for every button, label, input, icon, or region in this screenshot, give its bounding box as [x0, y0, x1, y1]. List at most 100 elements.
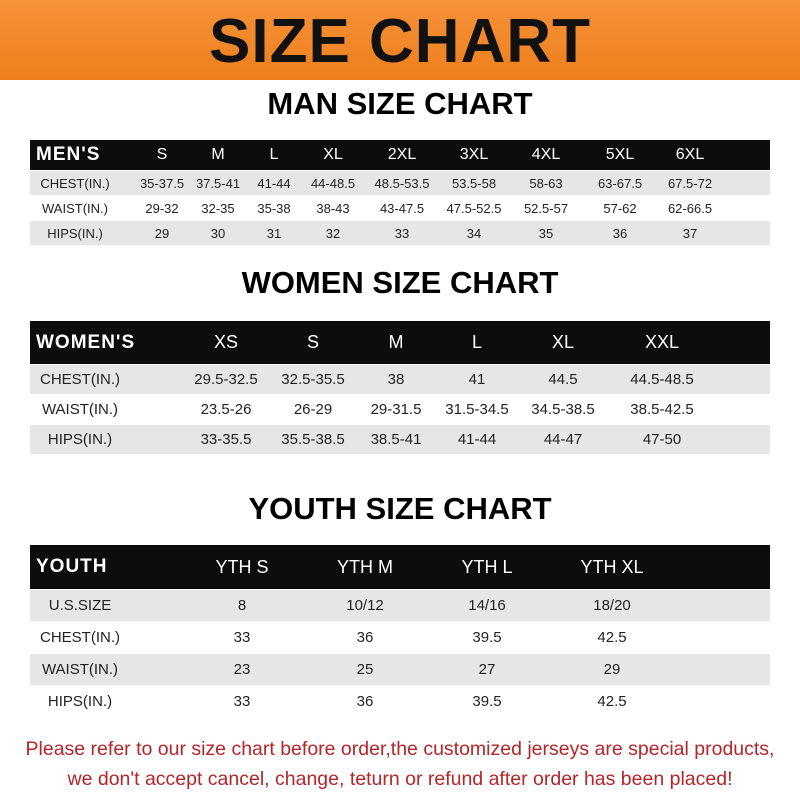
- table-cell: 47.5-52.5: [446, 200, 502, 216]
- size-header: S: [156, 146, 168, 163]
- table-title-cell: WOMEN'S: [36, 331, 136, 353]
- table-cell: 14/16: [468, 597, 506, 614]
- table-cell: 38.5-42.5: [630, 401, 694, 418]
- table-row: CHEST(IN.) 33 36 39.5 42.5: [30, 622, 770, 653]
- table-row: U.S.SIZE 8 10/12 14/16 18/20: [30, 590, 770, 621]
- size-header: L: [471, 332, 483, 352]
- row-label: WAIST(IN.): [41, 661, 119, 678]
- row-label: U.S.SIZE: [48, 597, 112, 614]
- table-cell: 32-35: [201, 200, 235, 216]
- table-cell: 25: [356, 661, 374, 678]
- table-cell: 33: [233, 629, 251, 646]
- table-row: CHEST(IN.) 29.5-32.5 32.5-35.5 38 41 44.5 44.5…: [30, 365, 770, 394]
- table-cell: 27: [478, 661, 496, 678]
- table-cell: 34: [466, 225, 482, 241]
- table-cell: 48.5-53.5: [374, 175, 430, 191]
- table-cell: 32.5-35.5: [281, 371, 345, 388]
- table-cell: 41-44: [257, 175, 291, 191]
- table-cell: 33-35.5: [200, 431, 252, 448]
- table-cell: 29: [603, 661, 621, 678]
- table-cell: 44-48.5: [310, 175, 356, 191]
- table-cell: 26-29: [293, 401, 333, 418]
- notice-line-2: we don't accept cancel, change, teturn o…: [67, 768, 733, 790]
- row-label: CHEST(IN.): [40, 371, 120, 388]
- table-cell: 29-32: [145, 200, 179, 216]
- size-header: XS: [213, 332, 239, 352]
- table-cell: 33: [233, 693, 251, 710]
- table-cell: 41-44: [457, 431, 497, 448]
- order-notice: Please refer to our size chart before or…: [0, 734, 800, 794]
- table-cell: 47-50: [642, 431, 682, 448]
- table-row: HIPS(IN.) 29 30 31 32 33 34 35 36 37: [30, 221, 770, 245]
- size-header: M: [211, 146, 225, 163]
- table-cell: 34.5-38.5: [531, 401, 595, 418]
- size-header: YTH M: [337, 556, 393, 577]
- table-cell: 36: [356, 629, 374, 646]
- row-label: CHEST(IN.): [40, 175, 110, 191]
- table-cell: 52.5-57: [523, 200, 569, 216]
- table-cell: 29.5-32.5: [194, 371, 258, 388]
- men-section-title: MAN SIZE CHART: [267, 86, 533, 121]
- table-cell: 39.5: [472, 693, 502, 710]
- table-cell: 44.5: [548, 371, 578, 388]
- row-label: HIPS(IN.): [47, 225, 103, 241]
- row-label: WAIST(IN.): [42, 200, 108, 216]
- table-cell: 31: [266, 225, 282, 241]
- table-cell: 29: [154, 225, 170, 241]
- table-cell: 35-38: [257, 200, 291, 216]
- table-header-row: WOMEN'S XS S M L XL XXL: [30, 321, 770, 364]
- row-label: CHEST(IN.): [40, 629, 120, 646]
- size-header: S: [306, 332, 320, 352]
- table-cell: 23.5-26: [200, 401, 252, 418]
- table-cell: 67.5-72: [667, 175, 713, 191]
- table-title-cell: YOUTH: [36, 556, 108, 577]
- table-row: WAIST(IN.) 29-32 32-35 35-38 38-43 43-47.5 47.…: [30, 196, 770, 220]
- table-cell: 23: [233, 661, 251, 678]
- table-cell: 10/12: [346, 597, 384, 614]
- table-cell: 43-47.5: [379, 200, 425, 216]
- women-size-table: WOMEN'S XS S M L XL XXL CHEST(IN.) 29.5-32.5 32.5…: [30, 321, 770, 454]
- women-section-title: WOMEN SIZE CHART: [241, 265, 559, 300]
- row-label: WAIST(IN.): [41, 401, 119, 418]
- notice-line-1: Please refer to our size chart before or…: [25, 738, 775, 760]
- size-header: 6XL: [675, 146, 705, 163]
- banner: SIZE CHART: [0, 0, 800, 80]
- table-cell: 53.5-58: [451, 175, 497, 191]
- table-cell: 42.5: [597, 629, 627, 646]
- size-header: XXL: [644, 332, 680, 352]
- size-header: YTH XL: [580, 556, 644, 577]
- size-header: XL: [323, 146, 343, 163]
- size-header: YTH L: [461, 556, 513, 577]
- row-label: HIPS(IN.): [47, 431, 113, 448]
- table-cell: 58-63: [529, 175, 563, 191]
- youth-section-title: YOUTH SIZE CHART: [248, 491, 552, 526]
- row-label: HIPS(IN.): [47, 693, 113, 710]
- table-cell: 63-67.5: [597, 175, 643, 191]
- table-cell: 37.5-41: [195, 175, 241, 191]
- size-header: 4XL: [531, 146, 561, 163]
- table-cell: 38-43: [316, 200, 350, 216]
- table-cell: 36: [356, 693, 374, 710]
- table-cell: 31.5-34.5: [445, 401, 509, 418]
- table-cell: 39.5: [472, 629, 502, 646]
- table-cell: 32: [325, 225, 341, 241]
- table-row: CHEST(IN.) 35-37.5 37.5-41 41-44 44-48.5 48.5…: [30, 171, 770, 195]
- table-row: WAIST(IN.) 23.5-26 26-29 29-31.5 31.5-34.5 34…: [30, 395, 770, 424]
- youth-size-table: YOUTH YTH S YTH M YTH L YTH XL U.S.SIZE 8 10/12…: [30, 545, 770, 717]
- table-cell: 18/20: [593, 597, 631, 614]
- table-title-cell: MEN'S: [36, 144, 101, 165]
- table-cell: 35: [538, 225, 554, 241]
- table-cell: 44.5-48.5: [630, 371, 694, 388]
- size-header: XL: [551, 332, 575, 352]
- table-row: HIPS(IN.) 33-35.5 35.5-38.5 38.5-41 41-44 44-…: [30, 425, 770, 454]
- size-header: L: [269, 146, 279, 163]
- men-size-table: MEN'S S M L XL 2XL 3XL 4XL 5XL 6XL CHEST(IN.) 35-37…: [30, 140, 770, 245]
- table-row: WAIST(IN.) 23 25 27 29: [30, 654, 770, 685]
- table-cell: 38: [387, 371, 405, 388]
- table-cell: 37: [682, 225, 698, 241]
- banner-title: SIZE CHART: [209, 7, 591, 76]
- table-cell: 8: [237, 597, 247, 614]
- table-header-row: YOUTH YTH S YTH M YTH L YTH XL: [30, 545, 770, 589]
- table-cell: 35-37.5: [139, 175, 185, 191]
- size-header: M: [388, 332, 404, 352]
